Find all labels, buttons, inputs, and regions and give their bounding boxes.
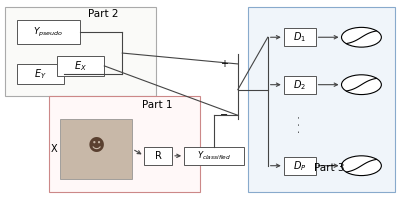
FancyBboxPatch shape: [17, 64, 64, 84]
Text: $D_2$: $D_2$: [293, 78, 306, 92]
FancyBboxPatch shape: [5, 7, 156, 96]
Text: R: R: [155, 151, 162, 161]
FancyBboxPatch shape: [184, 147, 244, 165]
FancyBboxPatch shape: [48, 96, 200, 192]
Text: ☻: ☻: [88, 137, 105, 155]
Text: +: +: [220, 59, 228, 69]
Circle shape: [342, 75, 381, 95]
Circle shape: [342, 156, 381, 176]
Text: $Y_{classified}$: $Y_{classified}$: [197, 150, 231, 162]
Text: · · ·: · · ·: [295, 115, 305, 133]
FancyBboxPatch shape: [248, 7, 395, 192]
FancyBboxPatch shape: [284, 76, 316, 94]
Text: $E_X$: $E_X$: [74, 59, 87, 73]
Text: $D_P$: $D_P$: [293, 159, 306, 173]
Text: Part 1: Part 1: [142, 100, 173, 109]
FancyBboxPatch shape: [144, 147, 172, 165]
Text: X: X: [51, 144, 58, 154]
Circle shape: [342, 27, 381, 47]
Text: Part 3: Part 3: [314, 163, 344, 173]
FancyBboxPatch shape: [60, 119, 132, 179]
FancyBboxPatch shape: [17, 20, 80, 44]
Text: Part 2: Part 2: [88, 9, 118, 19]
Text: $Y_{pseudo}$: $Y_{pseudo}$: [33, 26, 64, 39]
FancyBboxPatch shape: [56, 56, 104, 76]
Text: −: −: [220, 110, 228, 120]
FancyBboxPatch shape: [284, 157, 316, 175]
Text: $D_1$: $D_1$: [293, 30, 306, 44]
Text: $E_Y$: $E_Y$: [34, 67, 47, 81]
FancyBboxPatch shape: [284, 28, 316, 46]
